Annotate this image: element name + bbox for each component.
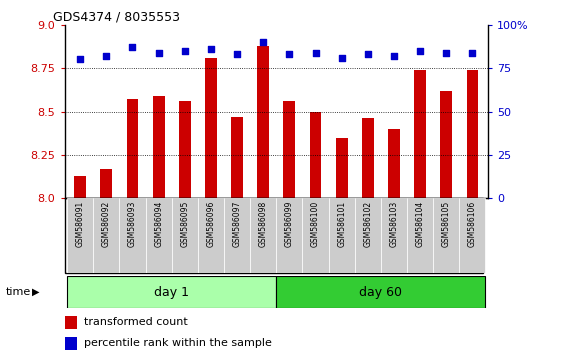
- Text: GSM586104: GSM586104: [416, 200, 425, 247]
- Text: GSM586092: GSM586092: [102, 200, 111, 247]
- Bar: [440, 91, 452, 198]
- Bar: [198, 198, 224, 273]
- Text: GSM586100: GSM586100: [311, 200, 320, 247]
- Bar: [119, 198, 145, 273]
- Point: [364, 51, 373, 57]
- Text: GSM586096: GSM586096: [206, 200, 215, 247]
- Bar: [467, 70, 479, 198]
- Bar: [224, 198, 250, 273]
- Text: day 1: day 1: [154, 286, 189, 298]
- Text: GSM586097: GSM586097: [233, 200, 242, 247]
- Bar: [67, 276, 276, 308]
- Point: [389, 53, 398, 59]
- Bar: [74, 176, 86, 198]
- Bar: [276, 198, 302, 273]
- Point: [468, 50, 477, 55]
- Bar: [179, 101, 191, 198]
- Bar: [381, 198, 407, 273]
- Point: [337, 55, 346, 61]
- Text: GSM586098: GSM586098: [259, 200, 268, 247]
- Bar: [459, 198, 485, 273]
- Bar: [336, 138, 347, 198]
- Point: [128, 45, 137, 50]
- Text: GSM586101: GSM586101: [337, 200, 346, 247]
- Text: transformed count: transformed count: [84, 317, 187, 327]
- Text: day 60: day 60: [360, 286, 402, 298]
- Bar: [100, 169, 112, 198]
- Bar: [355, 198, 381, 273]
- Bar: [250, 198, 276, 273]
- Text: GDS4374 / 8035553: GDS4374 / 8035553: [53, 11, 180, 24]
- Point: [76, 57, 85, 62]
- Text: GSM586106: GSM586106: [468, 200, 477, 247]
- Point: [259, 39, 268, 45]
- Bar: [67, 198, 93, 273]
- Text: GSM586103: GSM586103: [389, 200, 398, 247]
- Bar: [127, 99, 139, 198]
- Bar: [388, 129, 400, 198]
- Bar: [93, 198, 119, 273]
- Bar: [172, 198, 198, 273]
- Point: [285, 51, 294, 57]
- Bar: [283, 101, 295, 198]
- Text: GSM586105: GSM586105: [442, 200, 450, 247]
- Point: [233, 51, 242, 57]
- Text: GSM586095: GSM586095: [180, 200, 189, 247]
- Bar: [257, 46, 269, 198]
- Bar: [145, 198, 172, 273]
- Bar: [205, 58, 217, 198]
- Bar: [65, 316, 77, 329]
- Bar: [414, 70, 426, 198]
- Bar: [433, 198, 459, 273]
- Text: time: time: [6, 287, 31, 297]
- Bar: [231, 117, 243, 198]
- Text: GSM586102: GSM586102: [364, 200, 373, 247]
- Point: [311, 50, 320, 55]
- Text: ▶: ▶: [32, 287, 39, 297]
- Text: GSM586094: GSM586094: [154, 200, 163, 247]
- Point: [154, 50, 163, 55]
- Text: percentile rank within the sample: percentile rank within the sample: [84, 338, 272, 348]
- Text: GSM586099: GSM586099: [285, 200, 294, 247]
- Bar: [362, 119, 374, 198]
- Point: [180, 48, 189, 53]
- Point: [416, 48, 425, 53]
- Bar: [65, 337, 77, 350]
- Bar: [329, 198, 355, 273]
- Text: GSM586091: GSM586091: [76, 200, 85, 247]
- Point: [442, 50, 450, 55]
- Bar: [276, 276, 485, 308]
- Text: GSM586093: GSM586093: [128, 200, 137, 247]
- Point: [102, 53, 111, 59]
- Bar: [153, 96, 164, 198]
- Bar: [407, 198, 433, 273]
- Bar: [302, 198, 329, 273]
- Point: [206, 46, 215, 52]
- Bar: [310, 112, 321, 198]
